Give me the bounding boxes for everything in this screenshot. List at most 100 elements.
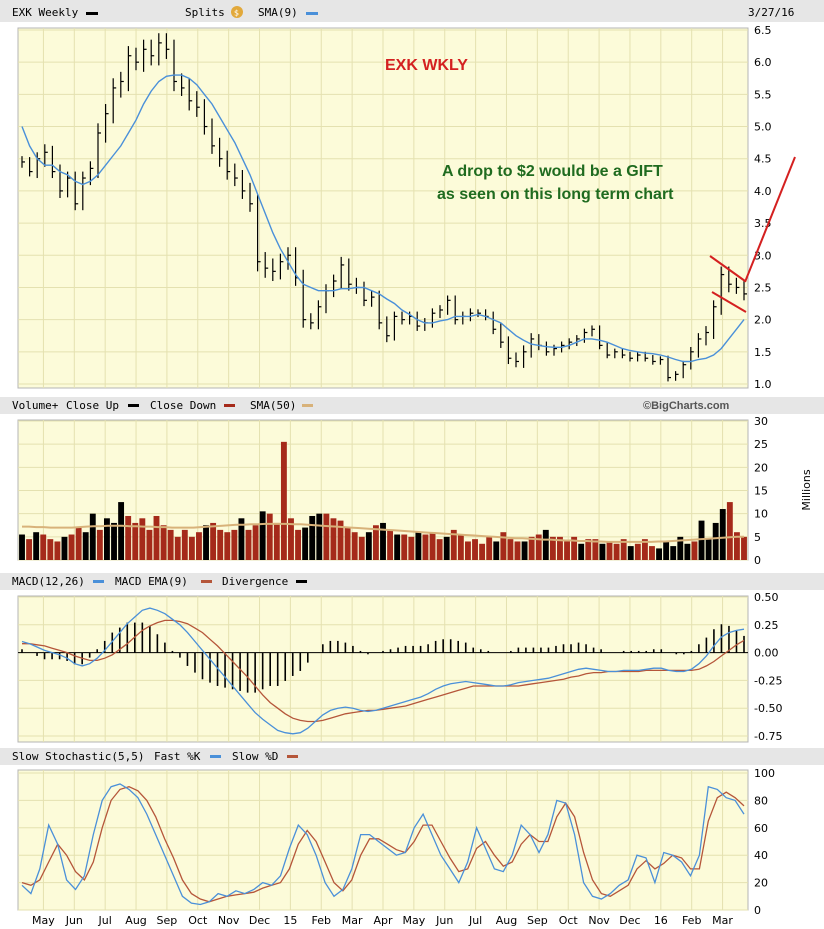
y-tick-label: 0 bbox=[754, 904, 761, 917]
volume-bar-down bbox=[167, 529, 174, 560]
dollar-coin-icon bbox=[231, 6, 243, 18]
volume-bar-down bbox=[68, 534, 75, 560]
volume-bar-up bbox=[316, 513, 323, 560]
y-tick-label: 0 bbox=[754, 554, 761, 567]
volume-bar-down bbox=[224, 532, 231, 560]
volume-bar-up bbox=[663, 541, 670, 560]
note-annotation-line2: as seen on this long term chart bbox=[437, 186, 674, 203]
x-tick-label: Mar bbox=[342, 914, 363, 927]
price-header-bar bbox=[0, 0, 824, 22]
brand-label: ©BigCharts.com bbox=[643, 400, 730, 412]
volume-bar-up bbox=[19, 534, 25, 560]
volume-bar-down bbox=[571, 536, 578, 560]
sma-legend-swatch bbox=[306, 12, 318, 15]
slow-d-swatch bbox=[287, 755, 298, 758]
volume-bar-down bbox=[620, 539, 627, 560]
volume-bar-up bbox=[238, 518, 245, 560]
volume-bar-down bbox=[181, 529, 188, 560]
volume-bar-down bbox=[160, 525, 167, 560]
x-tick-label: Nov bbox=[218, 914, 240, 927]
close-up-swatch bbox=[128, 404, 139, 407]
volume-bar-down bbox=[436, 539, 443, 560]
volume-bar-down bbox=[358, 536, 365, 560]
volume-bar-up bbox=[33, 532, 40, 560]
volume-bar-up bbox=[493, 541, 500, 560]
divergence-label: Divergence bbox=[222, 575, 288, 588]
x-tick-label: Mar bbox=[712, 914, 733, 927]
volume-bar-up bbox=[104, 518, 110, 560]
macd-panel: 0.50 0.25 0.00 -0.25 -0.50 -0.75 bbox=[17, 591, 782, 743]
volume-bar-down bbox=[295, 529, 301, 560]
chart-date: 3/27/16 bbox=[748, 6, 794, 19]
volume-bar-down bbox=[174, 536, 181, 560]
y-tick-label: 2.5 bbox=[754, 281, 772, 294]
volume-sma-label: SMA(50) bbox=[250, 399, 296, 412]
trend-line-upper bbox=[709, 255, 746, 282]
volume-bar-up bbox=[719, 509, 726, 560]
volume-bar-down bbox=[465, 541, 471, 560]
volume-bar-up bbox=[415, 532, 422, 560]
volume-bar-down bbox=[613, 543, 620, 560]
macd-swatch bbox=[93, 580, 104, 583]
note-annotation-line1: A drop to $2 would be a GIFT bbox=[442, 163, 663, 180]
splits-label: Splits bbox=[185, 6, 225, 19]
volume-bar-up bbox=[61, 536, 68, 560]
stochastic-panel: 100 80 60 40 20 0 bbox=[17, 767, 775, 917]
volume-bar-up bbox=[203, 525, 209, 560]
macd-header-bar bbox=[0, 573, 824, 590]
volume-bar-up bbox=[111, 522, 117, 560]
volume-bar-down bbox=[139, 518, 146, 560]
volume-bar-down bbox=[344, 527, 351, 560]
volume-bar-down bbox=[196, 532, 202, 560]
volume-bar-down bbox=[549, 536, 556, 560]
volume-bar-down bbox=[280, 441, 287, 560]
volume-bar-down bbox=[40, 534, 47, 560]
volume-bar-down bbox=[606, 541, 613, 560]
volume-bar-down bbox=[351, 532, 358, 560]
volume-bar-down bbox=[741, 536, 747, 560]
y-tick-label: 5 bbox=[754, 531, 761, 544]
volume-bar-down bbox=[266, 513, 273, 560]
y-tick-label: 4.5 bbox=[754, 153, 772, 166]
price-ohlc-bars bbox=[21, 33, 747, 382]
volume-bar-up bbox=[380, 522, 386, 560]
y-tick-label: 20 bbox=[754, 877, 768, 890]
volume-bar-down bbox=[231, 529, 238, 560]
volume-bar-down bbox=[323, 513, 330, 560]
volume-bar-down bbox=[47, 539, 54, 560]
symbol-legend-swatch bbox=[86, 12, 98, 15]
stochastic-grid bbox=[18, 770, 748, 911]
volume-bar-down bbox=[288, 518, 294, 560]
volume-bar-down bbox=[210, 522, 217, 560]
volume-bar-down bbox=[528, 536, 535, 560]
y-tick-label: 0.25 bbox=[754, 619, 779, 632]
macd-ema-line bbox=[22, 619, 745, 723]
y-tick-label: 2.0 bbox=[754, 314, 772, 327]
x-tick-label: Jul bbox=[468, 914, 482, 927]
x-tick-label: Aug bbox=[125, 914, 146, 927]
volume-bar-down bbox=[535, 534, 542, 560]
macd-ema-label: MACD EMA(9) bbox=[115, 575, 188, 588]
volume-bar-down bbox=[337, 520, 344, 560]
y-tick-label: 4.0 bbox=[754, 185, 772, 198]
volume-bar-up bbox=[670, 546, 677, 560]
x-tick-label: May bbox=[402, 914, 425, 927]
y-tick-label: 3.0 bbox=[754, 249, 772, 262]
price-panel: 1.01.52.02.53.03.54.04.55.05.56.06.5 EXK… bbox=[17, 24, 796, 391]
y-tick-label: 30 bbox=[754, 415, 768, 428]
volume-bar-up bbox=[542, 529, 549, 560]
y-tick-label: 0.00 bbox=[754, 647, 779, 660]
x-axis: May Jun Jul Aug Sep Oct Nov Dec 15 Feb Mar Apr May Ju… bbox=[32, 914, 733, 927]
volume-bar-down bbox=[422, 534, 429, 560]
y-tick-label: 10 bbox=[754, 508, 768, 521]
y-tick-label: 5.5 bbox=[754, 88, 772, 101]
volume-bar-down bbox=[252, 525, 259, 560]
y-tick-label: 1.5 bbox=[754, 346, 772, 359]
x-tick-label: 16 bbox=[654, 914, 668, 927]
close-down-swatch bbox=[224, 404, 235, 407]
volume-bar-down bbox=[146, 529, 153, 560]
x-tick-label: Feb bbox=[682, 914, 701, 927]
y-tick-label: -0.25 bbox=[754, 674, 782, 687]
y-tick-label: 6.0 bbox=[754, 56, 772, 69]
x-tick-label: Aug bbox=[496, 914, 517, 927]
